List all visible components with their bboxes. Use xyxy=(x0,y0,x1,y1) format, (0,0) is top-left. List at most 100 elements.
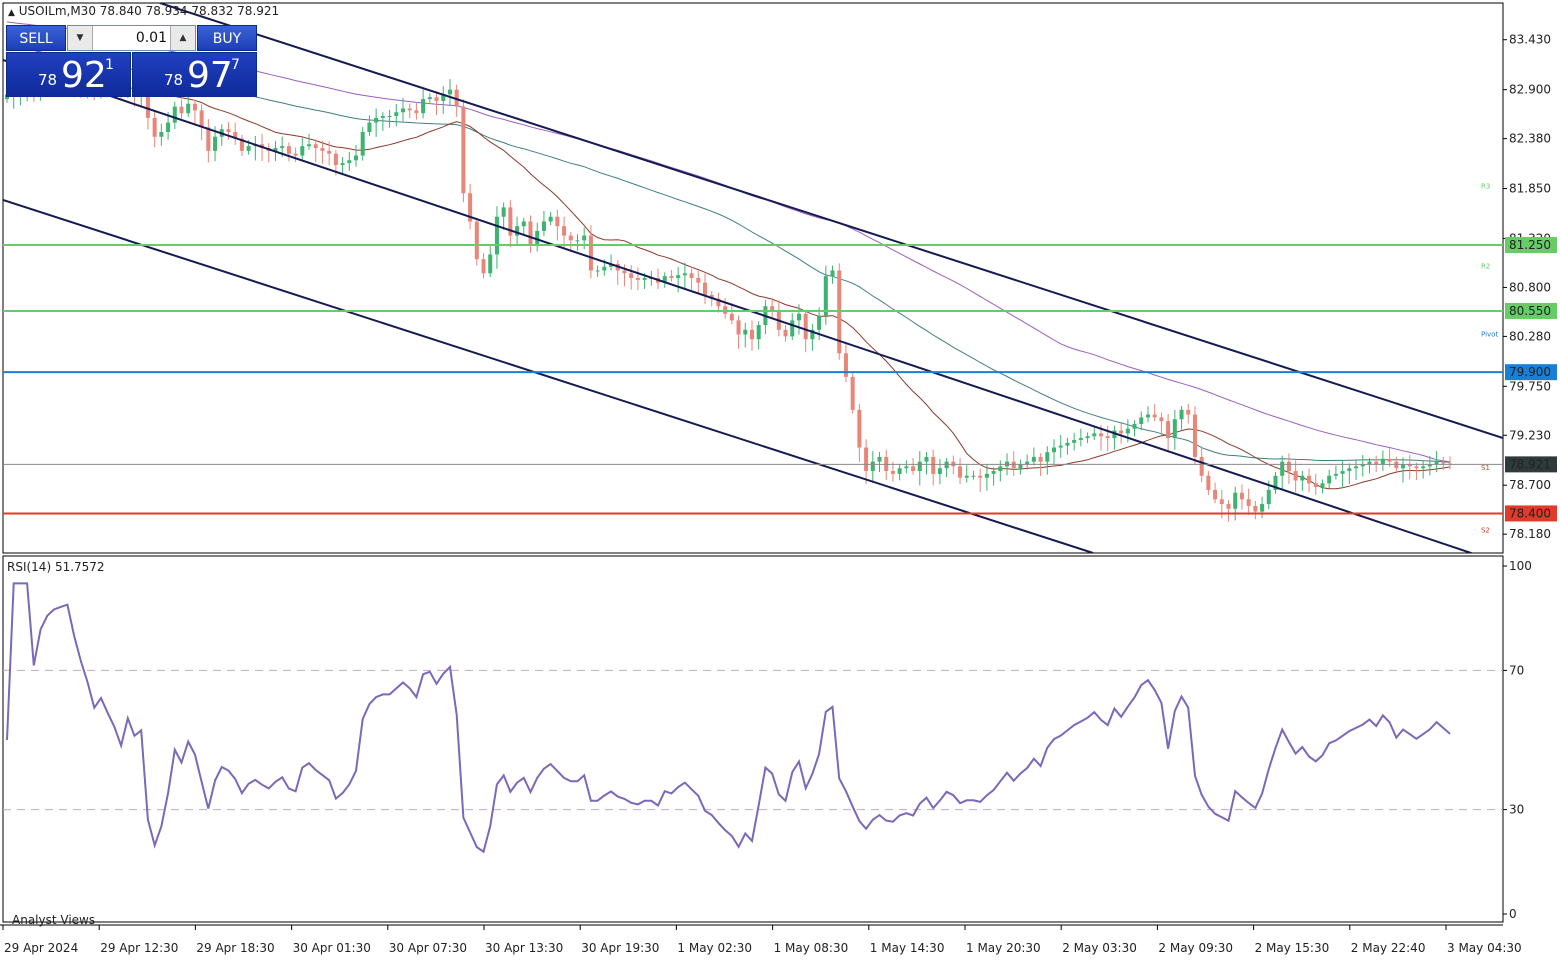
rsi-panel-frame xyxy=(2,555,1504,923)
candle-body xyxy=(1233,492,1238,509)
candle-body xyxy=(1374,461,1379,465)
candle-body xyxy=(367,122,372,133)
volume-increase-icon[interactable]: ▲ xyxy=(170,26,195,50)
y-tick-label: 80.280 xyxy=(1509,329,1551,343)
candle-body xyxy=(213,136,218,151)
level-tag-label: Pivot xyxy=(1481,330,1498,338)
candle-body xyxy=(1159,417,1164,422)
candle-body xyxy=(360,132,365,156)
price-plot xyxy=(3,3,1503,553)
candle-body xyxy=(461,106,466,194)
candle-body xyxy=(353,155,359,161)
x-tick-label: 30 Apr 19:30 xyxy=(581,941,659,955)
x-tick-label: 3 May 04:30 xyxy=(1447,941,1522,955)
buy-price-display[interactable]: 78 97 7 xyxy=(132,52,257,97)
candle-body xyxy=(313,144,318,149)
buy-price-small: 78 xyxy=(164,71,184,89)
candle-body xyxy=(1125,428,1130,434)
candle-body xyxy=(568,235,573,241)
candle-body xyxy=(1025,461,1030,465)
candle-body xyxy=(890,471,895,474)
candle-body xyxy=(494,216,499,255)
x-tick-label: 1 May 20:30 xyxy=(966,941,1041,955)
channel-upper-line xyxy=(159,3,1503,439)
candle-body xyxy=(145,91,150,118)
candle-body xyxy=(1307,475,1312,484)
candle-body xyxy=(1239,492,1244,500)
candle-body xyxy=(669,276,674,278)
candle-body xyxy=(1172,419,1177,439)
candle-body xyxy=(1293,471,1298,481)
candle-body xyxy=(333,153,338,165)
rsi-tick-label: 70 xyxy=(1509,663,1524,677)
volume-stepper[interactable]: ▼ 0.01 ▲ xyxy=(67,25,196,51)
candle-body xyxy=(421,99,426,114)
candle-body xyxy=(555,216,560,227)
symbol-ohlc-text: USOILm,M30 78.840 78.934 78.832 78.921 xyxy=(18,4,280,18)
one-click-trading-panel: SELL BUY 78 92 1 78 97 7 xyxy=(6,25,257,97)
candle-body xyxy=(1273,475,1278,490)
candle-body xyxy=(1058,445,1063,448)
candle-body xyxy=(843,353,848,377)
candle-body xyxy=(1078,438,1083,440)
candle-body xyxy=(515,226,520,236)
candle-body xyxy=(622,270,627,274)
candle-body xyxy=(206,127,211,151)
symbol-title: ▲ USOILm,M30 78.840 78.934 78.832 78.921 xyxy=(8,4,279,18)
candle-body xyxy=(904,466,909,469)
level-tag-label: S1 xyxy=(1481,464,1490,472)
level-price-badge xyxy=(1505,302,1557,319)
candle-body xyxy=(1206,475,1211,490)
candle-body xyxy=(1354,466,1359,469)
level-price-label: 78.400 xyxy=(1509,506,1551,520)
candle-body xyxy=(676,275,681,278)
candle-body xyxy=(991,471,996,474)
candle-body xyxy=(535,230,540,246)
volume-decrease-icon[interactable]: ▼ xyxy=(68,26,93,50)
candle-body xyxy=(1186,409,1191,415)
candle-body xyxy=(1166,421,1171,439)
candle-body xyxy=(911,466,916,472)
candle-body xyxy=(1152,414,1157,418)
candle-body xyxy=(1031,456,1036,462)
rsi-plot xyxy=(3,582,1503,854)
candle-body xyxy=(1253,505,1258,512)
candle-body xyxy=(736,320,741,335)
sell-price-display[interactable]: 78 92 1 xyxy=(6,52,131,97)
x-tick-label: 30 Apr 07:30 xyxy=(389,941,467,955)
candle-body xyxy=(964,475,969,478)
candle-body xyxy=(508,207,513,236)
candle-body xyxy=(1226,504,1231,509)
y-tick-label: 78.700 xyxy=(1509,478,1551,492)
watermark-text: Analyst Views xyxy=(12,913,95,927)
candle-body xyxy=(226,129,231,133)
candle-body xyxy=(1260,504,1265,512)
candle-body xyxy=(575,240,580,242)
sell-button[interactable]: SELL xyxy=(6,25,66,51)
candle-body xyxy=(1145,414,1150,418)
collapse-triangle-icon[interactable]: ▲ xyxy=(8,8,15,18)
candle-body xyxy=(917,461,922,472)
moving-average-fast-line xyxy=(6,73,1451,490)
sell-price-small: 78 xyxy=(38,71,58,89)
candle-body xyxy=(978,475,983,478)
candle-body xyxy=(830,270,835,277)
volume-input[interactable]: 0.01 xyxy=(135,30,167,46)
candle-body xyxy=(1286,461,1291,472)
candle-body xyxy=(1407,464,1412,467)
candle-body xyxy=(286,146,291,154)
buy-button[interactable]: BUY xyxy=(197,25,257,51)
candle-body xyxy=(293,153,298,156)
level-price-badge xyxy=(1505,237,1557,254)
y-tick-label: 79.750 xyxy=(1509,379,1551,393)
candle-body xyxy=(716,298,721,307)
candle-body xyxy=(380,116,385,118)
y-tick-label: 83.430 xyxy=(1509,33,1551,47)
candle-body xyxy=(1192,414,1197,457)
candle-body xyxy=(394,112,399,117)
candle-body xyxy=(609,263,614,267)
candle-body xyxy=(984,473,989,478)
candle-body xyxy=(702,282,708,295)
x-tick-label: 2 May 15:30 xyxy=(1255,941,1330,955)
